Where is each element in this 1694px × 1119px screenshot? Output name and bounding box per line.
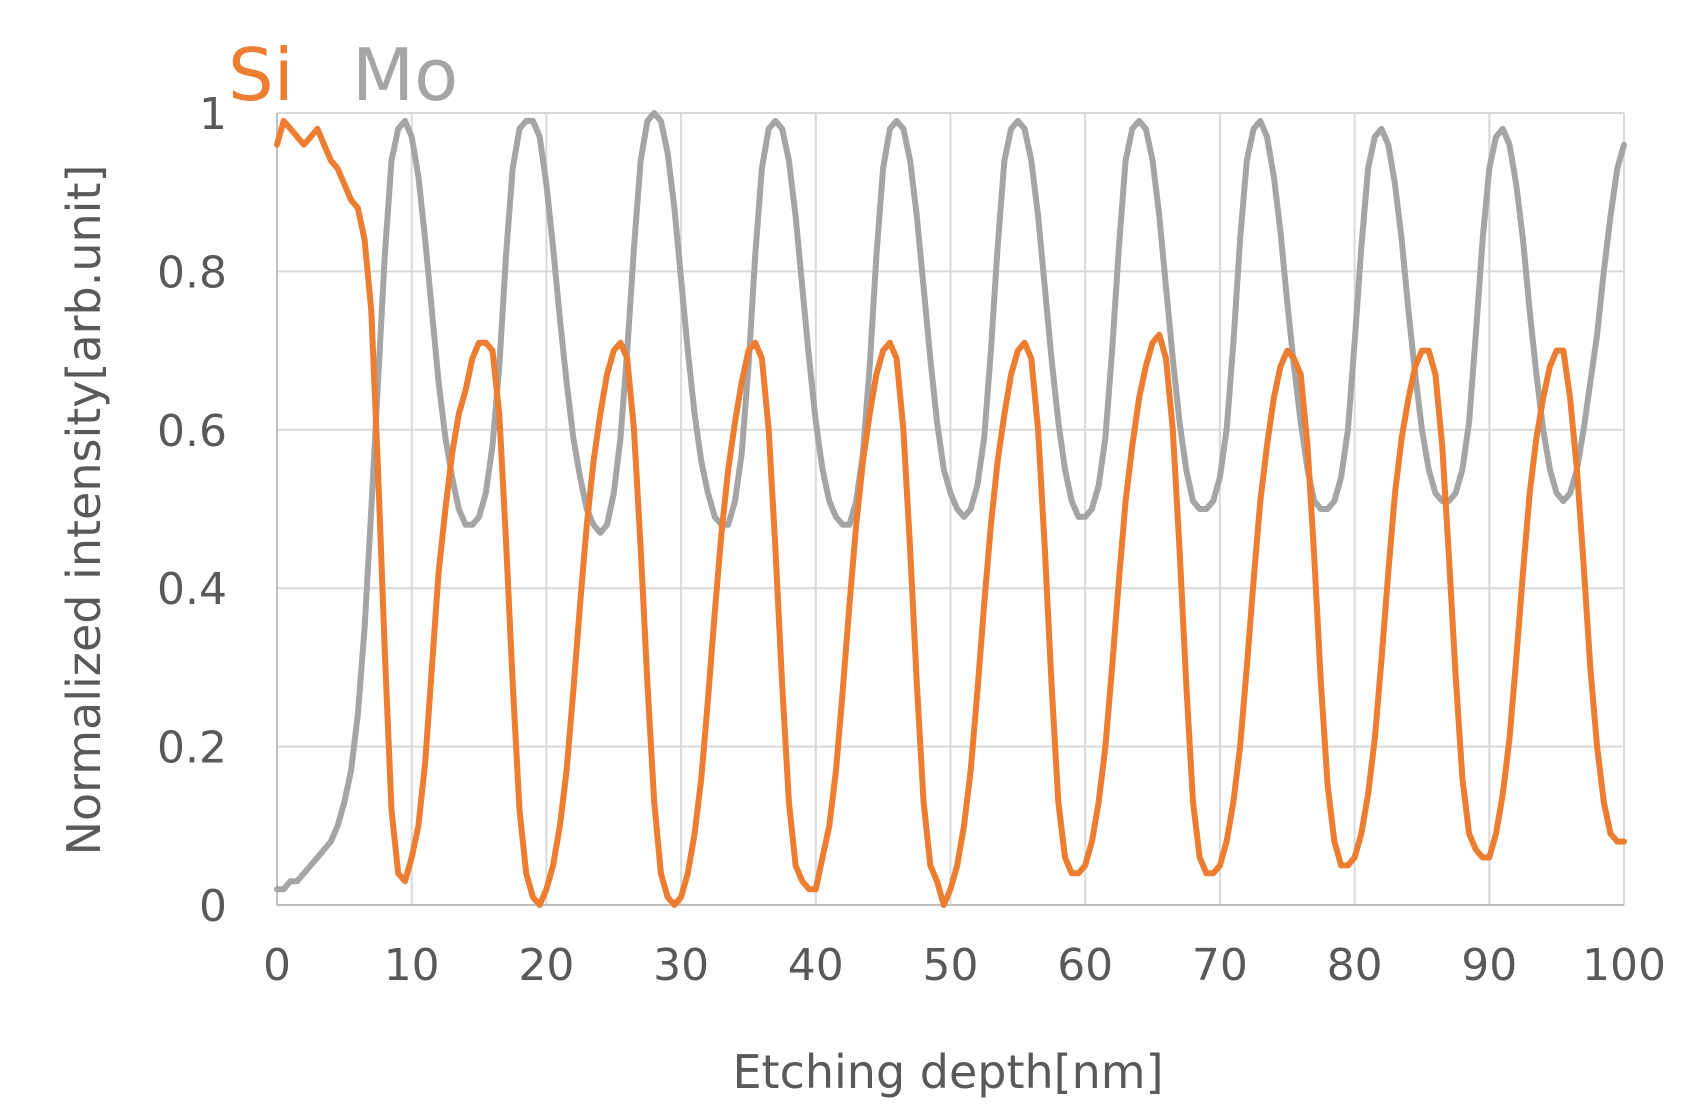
grid-layer [277, 112, 1625, 905]
y-tick-label: 1 [199, 89, 227, 140]
x-tick-label: 80 [1327, 940, 1383, 991]
series-layer [274, 110, 1627, 908]
x-tick-label: 60 [1057, 940, 1113, 991]
x-tick-label: 30 [653, 940, 709, 991]
legend: Si Mo [228, 33, 458, 117]
y-tick-label: 0.6 [157, 406, 227, 457]
x-tick-label: 50 [923, 940, 979, 991]
y-tick-label: 0.4 [157, 564, 227, 615]
series-line-mo [274, 110, 1627, 893]
y-axis-title: Normalized intensity[arb.unit] [57, 165, 111, 856]
x-tick-label: 10 [384, 940, 440, 991]
axis-layer: 00.20.40.60.810 10 20 30 40 50 60 70 80 90 100 [157, 89, 1666, 991]
x-tick-label: 40 [788, 940, 844, 991]
y-tick-label: 0.2 [157, 723, 227, 774]
x-tick-label: 100 [1582, 940, 1666, 991]
legend-label-mo: Mo [352, 33, 458, 117]
x-tick-label: 70 [1192, 940, 1248, 991]
y-tick-label: 0.8 [157, 247, 227, 298]
series-line-si [274, 117, 1627, 908]
x-axis-title: Etching depth[nm] [732, 1045, 1163, 1099]
x-tick-label: 90 [1461, 940, 1517, 991]
x-tick-label: 0 [263, 940, 291, 991]
y-tick-label: 0 [199, 881, 227, 932]
x-tick-label: 20 [518, 940, 574, 991]
legend-label-si: Si [228, 33, 294, 117]
